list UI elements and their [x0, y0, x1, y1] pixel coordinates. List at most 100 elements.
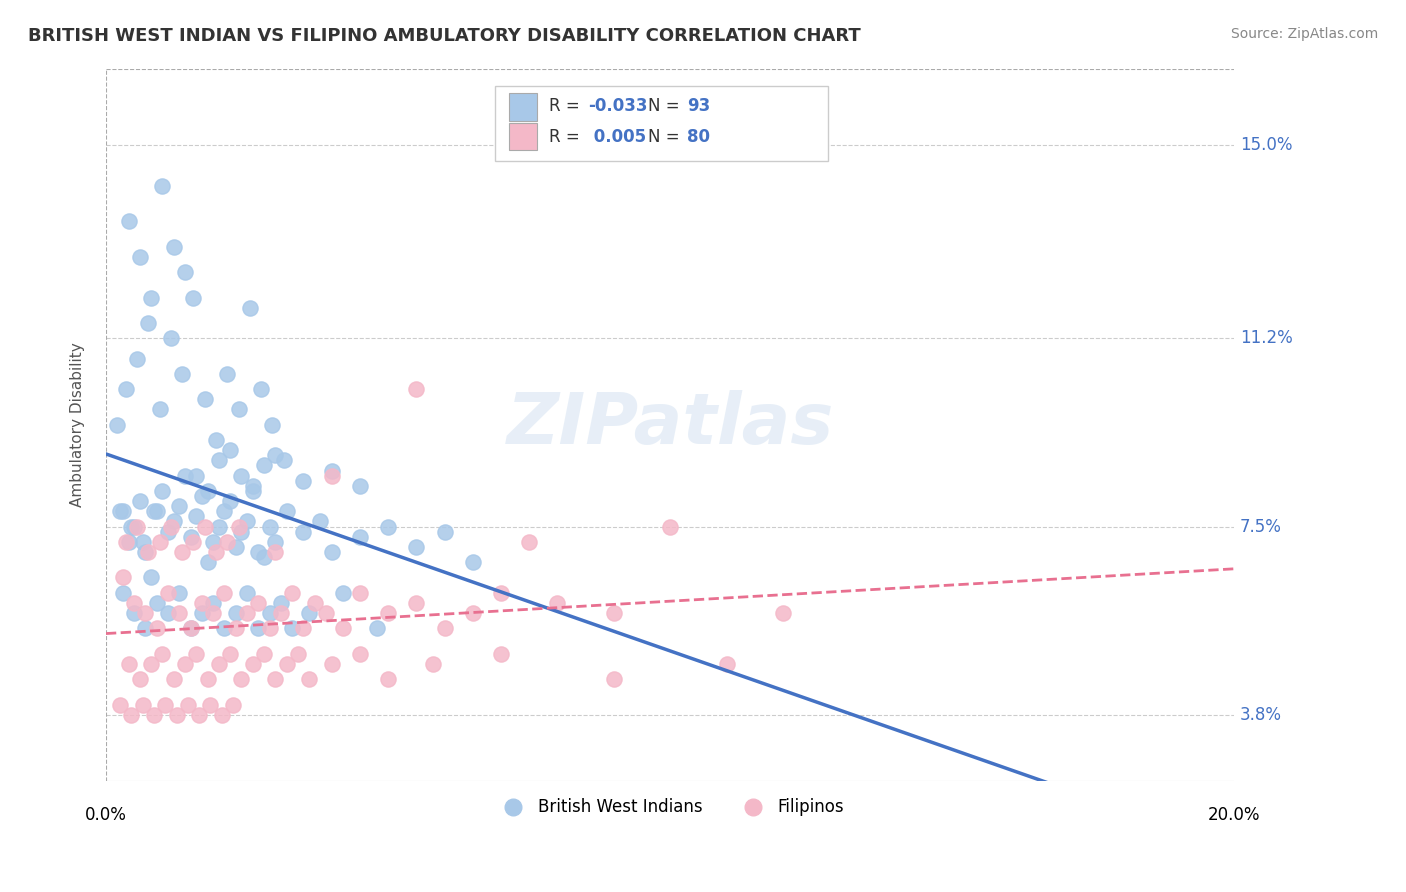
Point: [163, 239, 186, 253]
Text: N =: N =: [648, 128, 685, 146]
Point: [166, 707, 188, 722]
Point: [461, 606, 484, 620]
Point: [433, 524, 456, 539]
Point: [197, 483, 219, 498]
Point: [304, 596, 326, 610]
Point: [120, 707, 142, 722]
Text: Source: ZipAtlas.com: Source: ZipAtlas.com: [1230, 27, 1378, 41]
Text: 15.0%: 15.0%: [1240, 136, 1292, 153]
Point: [422, 657, 444, 671]
Point: [270, 606, 292, 620]
Point: [174, 265, 197, 279]
Point: [205, 545, 228, 559]
Point: [217, 367, 239, 381]
Point: [276, 657, 298, 671]
Point: [169, 606, 191, 620]
Point: [603, 606, 626, 620]
Point: [264, 672, 287, 686]
Point: [200, 698, 222, 712]
Point: [231, 672, 253, 686]
Point: [191, 596, 214, 610]
Point: [247, 545, 270, 559]
Point: [228, 402, 250, 417]
Point: [186, 509, 208, 524]
Point: [114, 382, 136, 396]
Point: [125, 351, 148, 366]
Point: [174, 657, 197, 671]
Point: [180, 621, 202, 635]
Point: [298, 672, 321, 686]
Text: 7.5%: 7.5%: [1240, 517, 1282, 535]
Point: [211, 707, 233, 722]
Point: [262, 417, 284, 432]
Point: [603, 672, 626, 686]
Point: [108, 504, 131, 518]
Text: Ambulatory Disability: Ambulatory Disability: [70, 343, 86, 508]
Point: [172, 545, 194, 559]
Point: [139, 291, 162, 305]
Point: [117, 657, 139, 671]
Text: 3.8%: 3.8%: [1240, 706, 1282, 723]
Point: [259, 606, 281, 620]
Point: [236, 585, 259, 599]
Point: [659, 519, 682, 533]
Text: 11.2%: 11.2%: [1240, 329, 1292, 347]
Point: [292, 621, 315, 635]
Point: [332, 585, 354, 599]
Point: [194, 519, 217, 533]
Point: [128, 672, 150, 686]
Point: [163, 515, 186, 529]
Point: [131, 534, 153, 549]
Point: [716, 657, 738, 671]
Point: [489, 647, 512, 661]
Point: [125, 519, 148, 533]
Point: [250, 382, 273, 396]
Point: [134, 621, 156, 635]
Text: 80: 80: [688, 128, 710, 146]
Point: [349, 530, 371, 544]
Point: [108, 698, 131, 712]
Point: [461, 555, 484, 569]
Point: [247, 621, 270, 635]
Point: [208, 453, 231, 467]
Point: [202, 606, 225, 620]
Point: [214, 585, 236, 599]
Point: [120, 519, 142, 533]
Point: [172, 367, 194, 381]
Point: [517, 534, 540, 549]
Point: [405, 596, 427, 610]
Point: [281, 585, 304, 599]
Text: R =: R =: [550, 97, 585, 115]
Text: 0.0%: 0.0%: [84, 806, 127, 824]
Point: [139, 570, 162, 584]
FancyBboxPatch shape: [509, 123, 537, 151]
Point: [111, 570, 134, 584]
Point: [546, 596, 568, 610]
Point: [247, 596, 270, 610]
Point: [225, 606, 247, 620]
Point: [174, 468, 197, 483]
Point: [292, 524, 315, 539]
Point: [332, 621, 354, 635]
Point: [117, 214, 139, 228]
Text: 0.005: 0.005: [588, 128, 645, 146]
Point: [273, 453, 295, 467]
Point: [315, 606, 337, 620]
Point: [157, 585, 180, 599]
Point: [105, 417, 128, 432]
Point: [160, 519, 183, 533]
Text: N =: N =: [648, 97, 685, 115]
Point: [225, 540, 247, 554]
Point: [349, 647, 371, 661]
Point: [321, 468, 343, 483]
Point: [321, 464, 343, 478]
Point: [264, 534, 287, 549]
Point: [349, 479, 371, 493]
Point: [128, 250, 150, 264]
Point: [405, 382, 427, 396]
Point: [191, 489, 214, 503]
Point: [377, 519, 399, 533]
Point: [264, 545, 287, 559]
Point: [163, 672, 186, 686]
Point: [169, 499, 191, 513]
